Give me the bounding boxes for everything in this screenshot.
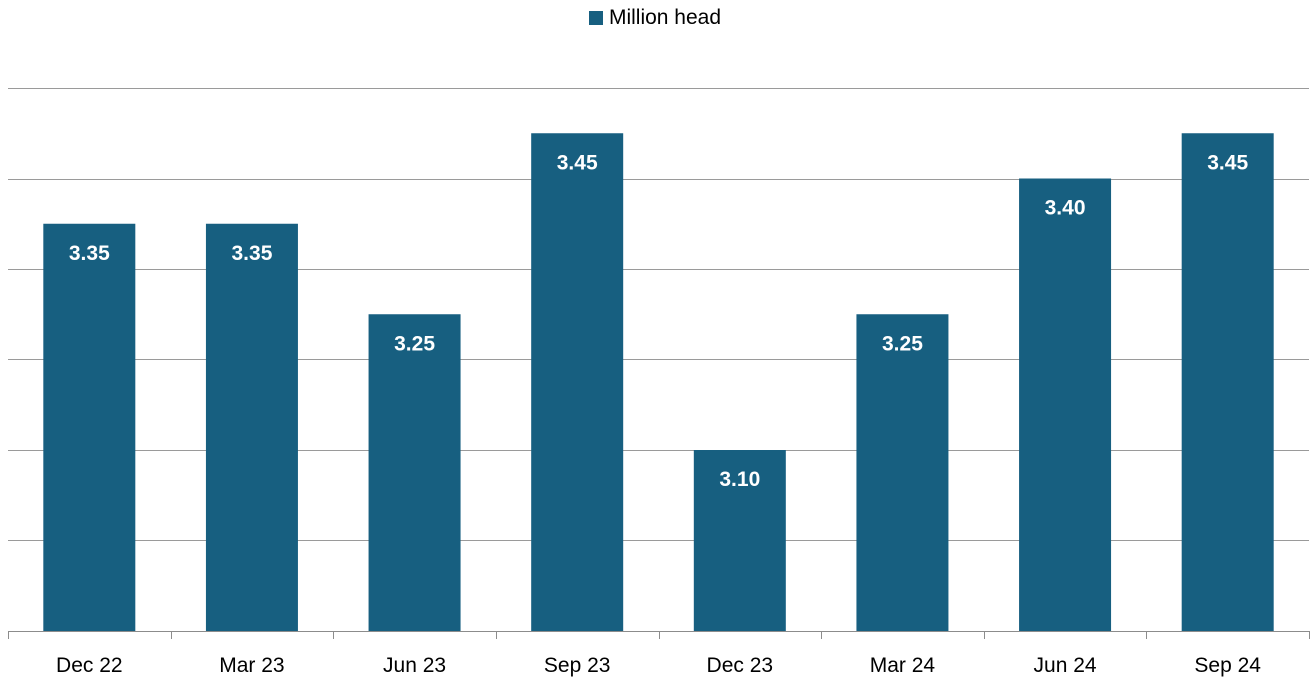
x-tick-label: Mar 23	[219, 654, 284, 677]
data-label: 3.25	[394, 332, 435, 355]
bar	[43, 223, 136, 631]
x-tick-label: Dec 23	[707, 654, 774, 677]
x-tick-label: Jun 24	[1034, 654, 1097, 677]
data-label: 3.35	[69, 242, 110, 265]
x-tick-label: Jun 23	[383, 654, 446, 677]
bar	[368, 314, 461, 631]
data-label: 3.25	[882, 332, 923, 355]
data-label: 3.45	[557, 151, 598, 174]
bar	[693, 450, 786, 631]
bar	[1181, 133, 1274, 631]
bar	[856, 314, 949, 631]
bar	[205, 223, 298, 631]
legend-label: Million head	[608, 6, 722, 29]
data-label: 3.40	[1045, 197, 1086, 220]
x-tick-label: Sep 23	[544, 654, 611, 677]
bar	[531, 133, 624, 631]
data-label: 3.45	[1207, 151, 1248, 174]
x-tick-label: Sep 24	[1194, 654, 1261, 677]
legend-swatch	[588, 11, 603, 25]
legend: Million head	[0, 6, 1310, 30]
x-tick-label: Mar 24	[870, 654, 936, 677]
x-tick-label: Dec 22	[56, 654, 123, 677]
data-label: 3.35	[232, 242, 273, 265]
bar	[1019, 178, 1112, 631]
data-label: 3.10	[719, 468, 760, 491]
